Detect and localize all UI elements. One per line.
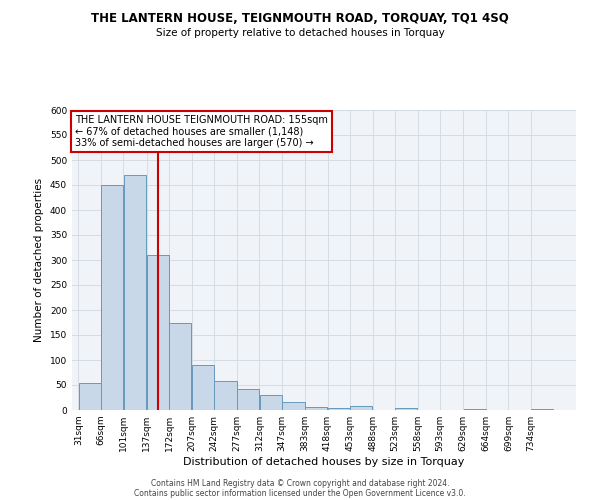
Bar [395, 408, 418, 410]
Bar [79, 382, 101, 410]
Bar [464, 408, 485, 410]
Bar [305, 406, 328, 410]
Y-axis label: Number of detached properties: Number of detached properties [34, 178, 44, 342]
Bar [101, 185, 123, 410]
Text: Size of property relative to detached houses in Torquay: Size of property relative to detached ho… [155, 28, 445, 38]
Bar [214, 381, 236, 410]
Bar [237, 389, 259, 410]
Bar [124, 175, 146, 410]
X-axis label: Distribution of detached houses by size in Torquay: Distribution of detached houses by size … [184, 457, 464, 467]
Text: Contains public sector information licensed under the Open Government Licence v3: Contains public sector information licen… [134, 488, 466, 498]
Text: Contains HM Land Registry data © Crown copyright and database right 2024.: Contains HM Land Registry data © Crown c… [151, 478, 449, 488]
Bar [350, 406, 373, 410]
Bar [328, 408, 350, 410]
Bar [282, 402, 305, 410]
Bar [192, 365, 214, 410]
Bar [169, 322, 191, 410]
Text: THE LANTERN HOUSE TEIGNMOUTH ROAD: 155sqm
← 67% of detached houses are smaller (: THE LANTERN HOUSE TEIGNMOUTH ROAD: 155sq… [75, 115, 328, 148]
Bar [260, 395, 281, 410]
Bar [147, 255, 169, 410]
Bar [531, 409, 553, 410]
Text: THE LANTERN HOUSE, TEIGNMOUTH ROAD, TORQUAY, TQ1 4SQ: THE LANTERN HOUSE, TEIGNMOUTH ROAD, TORQ… [91, 12, 509, 26]
